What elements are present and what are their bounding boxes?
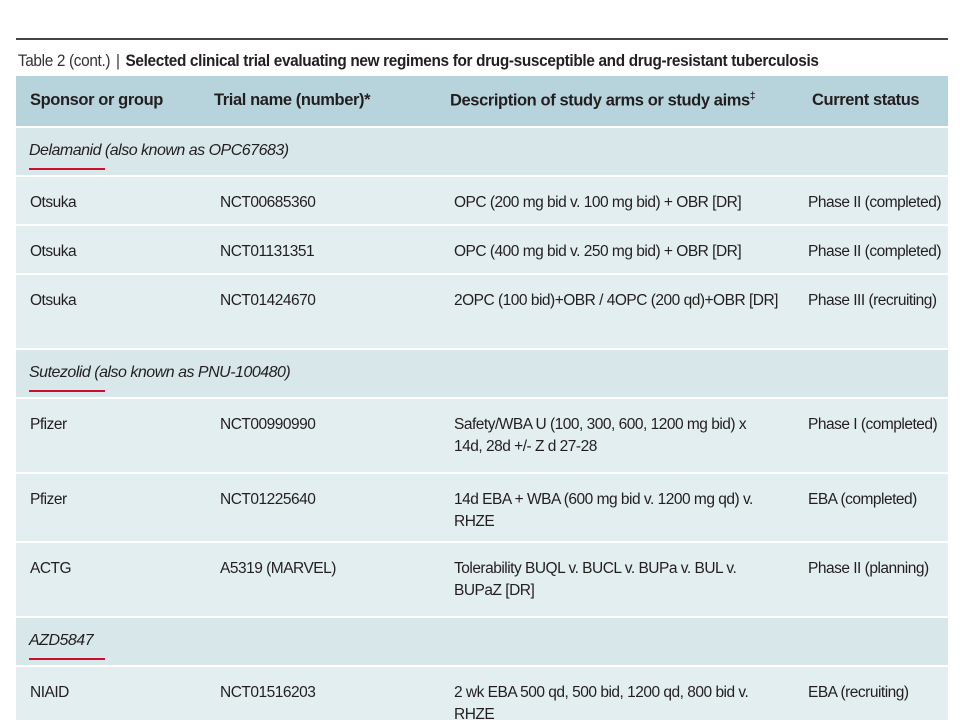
group-name-azd5847: AZD5847 — [29, 630, 105, 660]
cell-description: Tolerability BUQL v. BUCL v. BUPa v. BUL… — [436, 540, 798, 617]
table-row: ACTG A5319 (MARVEL) Tolerability BUQL v.… — [16, 540, 948, 617]
table-row: Pfizer NCT01225640 14d EBA + WBA (600 mg… — [16, 471, 948, 542]
cell-trial: A5319 (MARVEL) — [200, 540, 436, 617]
group-name-text: Delamanid (also known as OPC67683) — [29, 142, 289, 159]
cell-trial: NCT01424670 — [200, 272, 436, 349]
cell-status: Phase II (planning) — [798, 540, 948, 617]
table-header-row: Sponsor or group Trial name (number)* De… — [16, 75, 948, 127]
cell-trial: NCT00685360 — [200, 174, 436, 225]
group-row-sutezolid: Sutezolid (also known as PNU-100480) — [16, 347, 948, 398]
header-sponsor: Sponsor or group — [16, 75, 200, 127]
group-row-azd5847: AZD5847 — [16, 615, 948, 666]
table-row: NIAID NCT01516203 2 wk EBA 500 qd, 500 b… — [16, 664, 948, 720]
cell-description: OPC (400 mg bid v. 250 mg bid) + OBR [DR… — [436, 223, 798, 274]
header-description: Description of study arms or study aims‡ — [436, 75, 798, 127]
group-cell: AZD5847 — [16, 615, 948, 666]
cell-status: Phase I (completed) — [798, 396, 948, 473]
cell-sponsor: Otsuka — [16, 174, 200, 225]
table-caption: Table 2 (cont.) | Selected clinical tria… — [16, 40, 883, 76]
cell-description: 2 wk EBA 500 qd, 500 bid, 1200 qd, 800 b… — [436, 664, 798, 720]
table-row: Otsuka NCT00685360 OPC (200 mg bid v. 10… — [16, 174, 948, 225]
cell-trial: NCT01225640 — [200, 471, 436, 542]
header-status: Current status — [798, 75, 948, 127]
cell-status: Phase II (completed) — [798, 174, 948, 225]
cell-description: Safety/WBA U (100, 300, 600, 1200 mg bid… — [436, 396, 798, 473]
group-underline — [29, 390, 105, 392]
cell-status: Phase II (completed) — [798, 223, 948, 274]
header-trial: Trial name (number)* — [200, 75, 436, 127]
caption-separator: | — [116, 51, 120, 70]
clinical-trials-table: Sponsor or group Trial name (number)* De… — [16, 75, 948, 720]
cell-trial: NCT00990990 — [200, 396, 436, 473]
top-rule — [16, 38, 948, 40]
group-name-text: Sutezolid (also known as PNU-100480) — [29, 364, 291, 381]
cell-status: EBA (completed) — [798, 471, 948, 542]
header-description-footnote-mark: ‡ — [749, 90, 756, 102]
group-cell: Sutezolid (also known as PNU-100480) — [16, 347, 948, 398]
table-title: Selected clinical trial evaluating new r… — [125, 51, 819, 70]
cell-sponsor: Otsuka — [16, 223, 200, 274]
group-underline — [29, 658, 105, 660]
cell-sponsor: Pfizer — [16, 471, 200, 542]
table-row: Otsuka NCT01131351 OPC (400 mg bid v. 25… — [16, 223, 948, 274]
group-name-text: AZD5847 — [29, 632, 94, 649]
group-underline — [29, 168, 105, 170]
cell-description: 2OPC (100 bid)+OBR / 4OPC (200 qd)+OBR [… — [436, 272, 798, 349]
cell-status: EBA (recruiting) — [798, 664, 948, 720]
cell-description: 14d EBA + WBA (600 mg bid v. 1200 mg qd)… — [436, 471, 798, 542]
cell-trial: NCT01131351 — [200, 223, 436, 274]
cell-sponsor: ACTG — [16, 540, 200, 617]
document-page: Table 2 (cont.) | Selected clinical tria… — [16, 38, 948, 720]
group-name-sutezolid: Sutezolid (also known as PNU-100480) — [29, 362, 291, 392]
table-label: Table 2 (cont.) — [17, 51, 111, 70]
table-row: Pfizer NCT00990990 Safety/WBA U (100, 30… — [16, 396, 948, 473]
table-row: Otsuka NCT01424670 2OPC (100 bid)+OBR / … — [16, 272, 948, 349]
header-description-label: Description of study arms or study aims — [450, 91, 750, 110]
group-row-delamanid: Delamanid (also known as OPC67683) — [16, 125, 948, 176]
group-name-delamanid: Delamanid (also known as OPC67683) — [29, 140, 289, 170]
cell-sponsor: Otsuka — [16, 272, 200, 349]
group-cell: Delamanid (also known as OPC67683) — [16, 125, 948, 176]
cell-status: Phase III (recruiting) — [798, 272, 948, 349]
cell-sponsor: NIAID — [16, 664, 200, 720]
cell-sponsor: Pfizer — [16, 396, 200, 473]
cell-trial: NCT01516203 — [200, 664, 436, 720]
cell-description: OPC (200 mg bid v. 100 mg bid) + OBR [DR… — [436, 174, 798, 225]
